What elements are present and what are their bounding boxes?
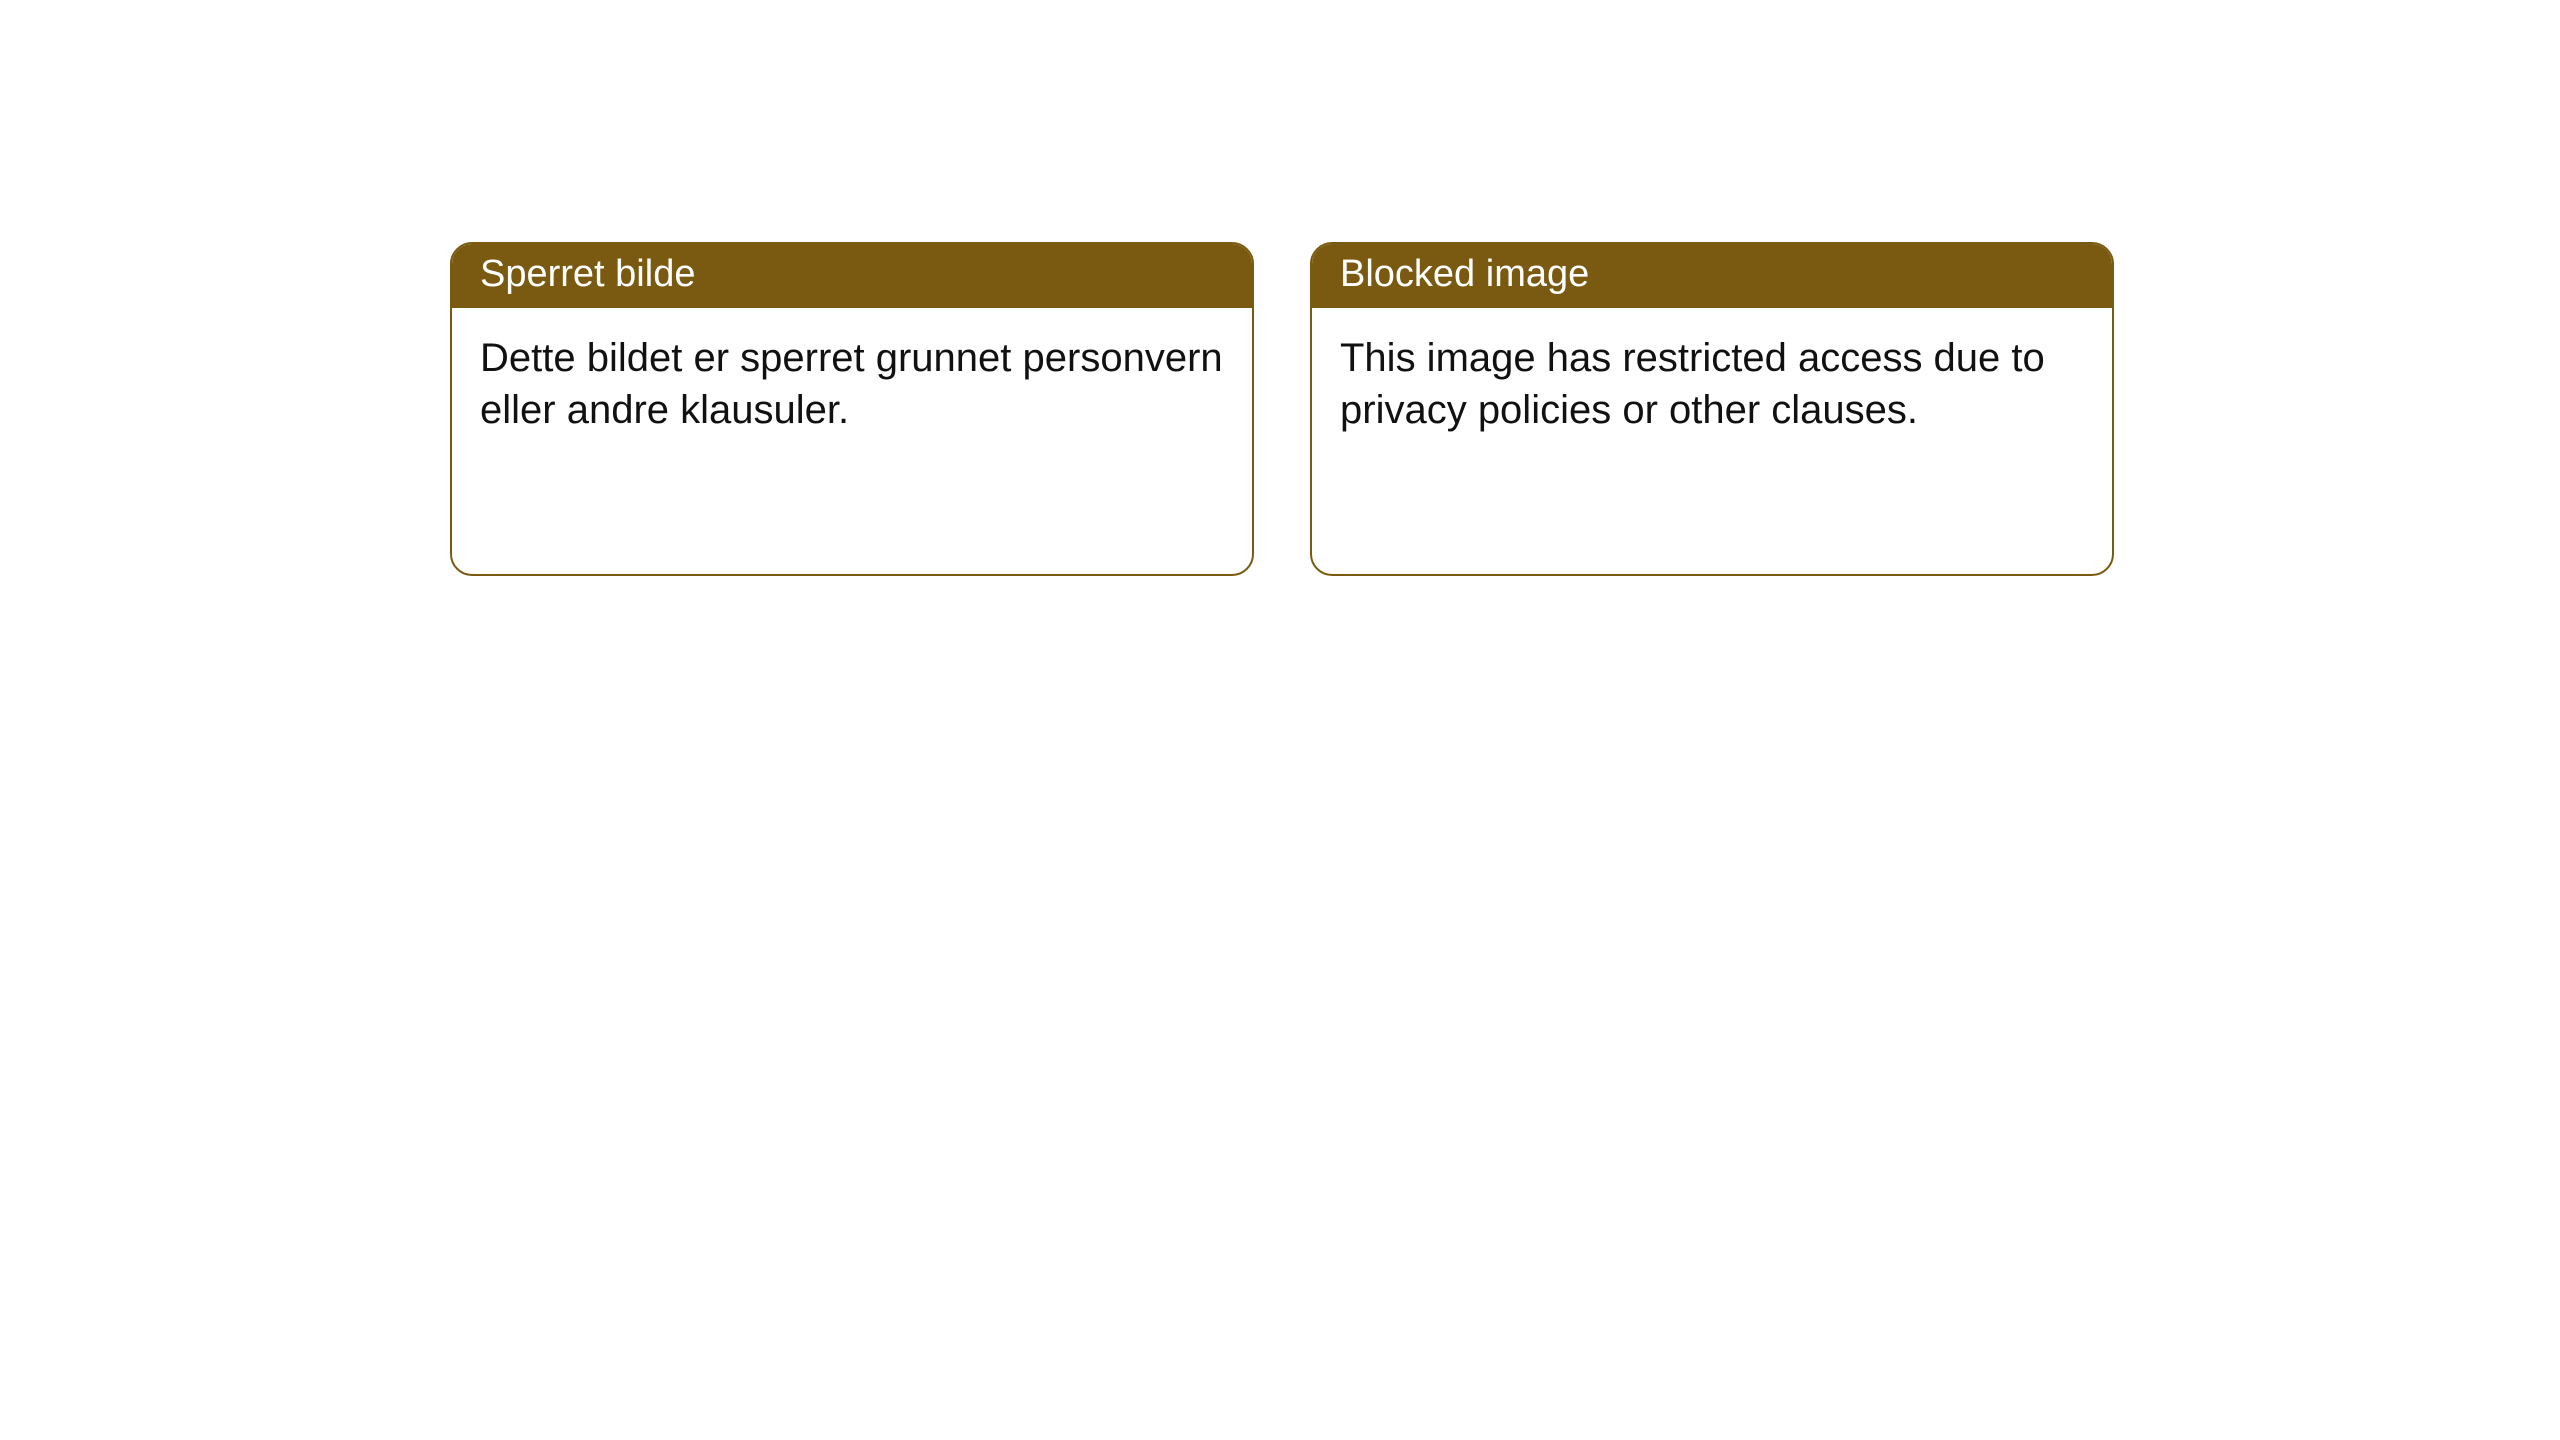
notice-body-no: Dette bildet er sperret grunnet personve… [452,308,1252,574]
notice-title-no: Sperret bilde [452,244,1252,308]
notice-body-en: This image has restricted access due to … [1312,308,2112,574]
notice-container: Sperret bilde Dette bildet er sperret gr… [0,0,2560,576]
notice-card-en: Blocked image This image has restricted … [1310,242,2114,576]
notice-title-en: Blocked image [1312,244,2112,308]
notice-card-no: Sperret bilde Dette bildet er sperret gr… [450,242,1254,576]
